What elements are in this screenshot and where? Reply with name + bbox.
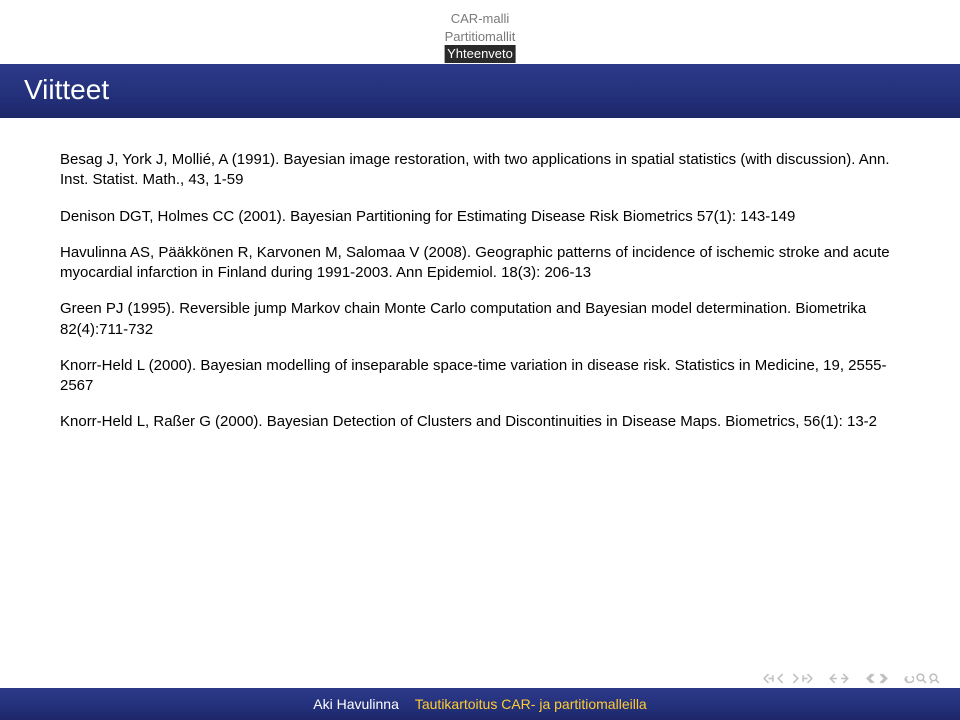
footer: Aki Havulinna Tautikartoitus CAR- ja par… (0, 688, 960, 720)
footer-author: Aki Havulinna (313, 696, 399, 712)
reference-item: Denison DGT, Holmes CC (2001). Bayesian … (60, 207, 900, 227)
section-nav: CAR-malli Partitiomallit Yhteenveto (445, 10, 516, 63)
reference-item: Green PJ (1995). Reversible jump Markov … (60, 299, 900, 340)
prev-section-icon[interactable] (865, 673, 876, 684)
reference-item: Knorr-Held L (2000). Bayesian modelling … (60, 356, 900, 397)
prev-frame-icon[interactable] (827, 673, 838, 684)
reference-item: Knorr-Held L, Raßer G (2000). Bayesian D… (60, 412, 900, 432)
reference-item: Havulinna AS, Pääkkönen R, Karvonen M, S… (60, 243, 900, 284)
nav-item-2[interactable]: Partitiomallit (445, 28, 516, 46)
next-frame-icon[interactable] (840, 673, 851, 684)
nav-item-1[interactable]: CAR-malli (445, 10, 516, 28)
nav-group-back (903, 673, 940, 684)
slide-title: Viitteet (0, 64, 960, 118)
search-icon[interactable] (916, 673, 927, 684)
footer-talk-title: Tautikartoitus CAR- ja partitiomalleilla (415, 696, 647, 712)
nav-group-frame (827, 673, 851, 684)
next-slide-icon[interactable] (789, 673, 800, 684)
search-back-icon[interactable] (929, 673, 940, 684)
beamer-nav-icons (763, 673, 940, 684)
nav-item-3[interactable]: Yhteenveto (445, 45, 516, 63)
last-slide-icon[interactable] (802, 673, 813, 684)
prev-slide-icon[interactable] (776, 673, 787, 684)
slide: { "nav": { "line1": "CAR-malli", "line2"… (0, 0, 960, 720)
nav-group-section (865, 673, 889, 684)
nav-group-slide (763, 673, 813, 684)
next-section-icon[interactable] (878, 673, 889, 684)
first-slide-icon[interactable] (763, 673, 774, 684)
back-icon[interactable] (903, 673, 914, 684)
reference-item: Besag J, York J, Mollié, A (1991). Bayes… (60, 150, 900, 191)
references-body: Besag J, York J, Mollié, A (1991). Bayes… (60, 150, 900, 449)
